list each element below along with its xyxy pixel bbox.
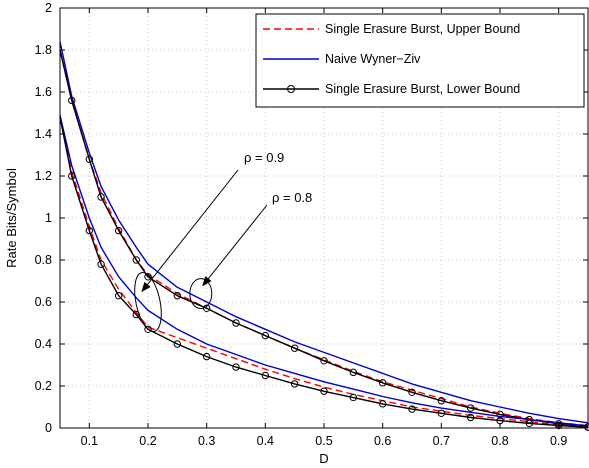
rho-0.8-ellipse bbox=[189, 278, 213, 310]
rho-0.8-label: ρ = 0.8 bbox=[272, 190, 312, 205]
lower-bound-marker bbox=[85, 155, 94, 163]
y-tick-label: 0.4 bbox=[35, 337, 52, 351]
lower-bound-marker bbox=[408, 388, 416, 396]
x-tick-label: 0.3 bbox=[198, 434, 215, 448]
y-tick-label: 1.2 bbox=[35, 169, 52, 183]
rho-0.8-arrow bbox=[202, 204, 268, 287]
x-tick-label: 0.4 bbox=[257, 434, 274, 448]
ticks: 0.1 0.2 0.3 0.4 0.5 0.6 0.7 0.8 0.9 0 0.2 0.4 0.6 0.8… bbox=[35, 1, 588, 448]
lower-bound-marker bbox=[68, 172, 76, 180]
lower-bound-marker bbox=[554, 421, 563, 430]
series-wz-rho-0-8 bbox=[59, 114, 589, 427]
series-layer bbox=[59, 41, 589, 431]
rho-0.9-ellipse bbox=[134, 272, 162, 332]
y-tick-label: 1.4 bbox=[35, 127, 52, 141]
lower-bound-marker bbox=[437, 397, 446, 405]
lower-bound-marker bbox=[437, 409, 446, 417]
lower-bound-marker bbox=[320, 387, 328, 395]
lower-bound-marker bbox=[114, 292, 123, 300]
lower-bound-marker bbox=[349, 393, 358, 402]
x-tick-label: 0.6 bbox=[374, 434, 391, 448]
legend-swatch-lower-bound-marker bbox=[287, 85, 295, 93]
legend-label-upper-bound: Single Erasure Burst, Upper Bound bbox=[325, 22, 520, 36]
y-tick-label: 0.2 bbox=[35, 379, 52, 393]
x-tick-label: 0.1 bbox=[81, 434, 98, 448]
rho-0.9-label: ρ = 0.9 bbox=[244, 150, 284, 165]
y-tick-label: 0 bbox=[45, 421, 52, 435]
annotation-layer: ρ = 0.9 ρ = 0.8 bbox=[134, 150, 312, 332]
lower-bound-marker bbox=[173, 292, 182, 300]
series-lower-rho-0-8 bbox=[59, 117, 589, 428]
rho-0.9-arrow bbox=[141, 169, 239, 293]
lower-bound-marker bbox=[132, 256, 140, 264]
y-tick-label: 1 bbox=[45, 211, 52, 225]
lower-bound-marker bbox=[466, 413, 475, 422]
lower-bound-marker bbox=[290, 380, 299, 388]
y-tick-label: 0.8 bbox=[35, 253, 52, 267]
lower-bound-marker bbox=[320, 357, 328, 365]
lower-bound-marker bbox=[378, 379, 387, 387]
x-tick-label: 0.7 bbox=[433, 434, 450, 448]
y-tick-label: 0.6 bbox=[35, 295, 52, 309]
y-tick-label: 2 bbox=[45, 1, 52, 15]
lower-bound-marker bbox=[466, 404, 475, 412]
x-tick-label: 0.2 bbox=[139, 434, 156, 448]
lower-bound-marker bbox=[349, 368, 358, 377]
series-lower-rho-0-9 bbox=[59, 49, 589, 428]
legend-label-lower-bound: Single Erasure Burst, Lower Bound bbox=[325, 82, 520, 96]
lower-bound-marker bbox=[232, 319, 240, 327]
lower-bound-marker bbox=[97, 193, 105, 201]
lower-bound-marker bbox=[408, 405, 416, 413]
lower-bound-marker bbox=[525, 419, 534, 428]
lower-bound-marker bbox=[232, 363, 240, 371]
lower-bound-marker bbox=[97, 260, 105, 268]
legend: Single Erasure Burst, Upper Bound Naive … bbox=[255, 13, 585, 108]
lower-bound-marker bbox=[85, 226, 94, 235]
x-tick-label: 0.9 bbox=[550, 434, 567, 448]
lower-bound-marker bbox=[144, 273, 152, 281]
lower-bound-marker bbox=[261, 371, 270, 380]
legend-label-naive-wz: Naive Wyner−Ziv bbox=[325, 52, 421, 66]
lower-bound-marker bbox=[261, 331, 270, 340]
lower-bound-marker bbox=[173, 340, 182, 348]
lower-bound-marker bbox=[202, 352, 211, 361]
y-tick-label: 1.6 bbox=[35, 85, 52, 99]
x-tick-label: 0.8 bbox=[491, 434, 508, 448]
x-tick-label: 0.5 bbox=[315, 434, 332, 448]
lower-bound-marker bbox=[290, 344, 299, 352]
lower-bound-marker bbox=[68, 96, 76, 105]
y-tick-label: 1.8 bbox=[35, 43, 52, 57]
lower-bound-marker bbox=[114, 226, 123, 235]
series-upper-rho-0-8 bbox=[59, 117, 589, 428]
x-axis-label: D bbox=[319, 451, 328, 466]
lower-bound-marker bbox=[378, 400, 387, 408]
series-wz-rho-0-9 bbox=[59, 41, 589, 424]
lower-bound-marker bbox=[144, 325, 152, 333]
y-axis-label: Rate Bits/Symbol bbox=[4, 168, 19, 268]
